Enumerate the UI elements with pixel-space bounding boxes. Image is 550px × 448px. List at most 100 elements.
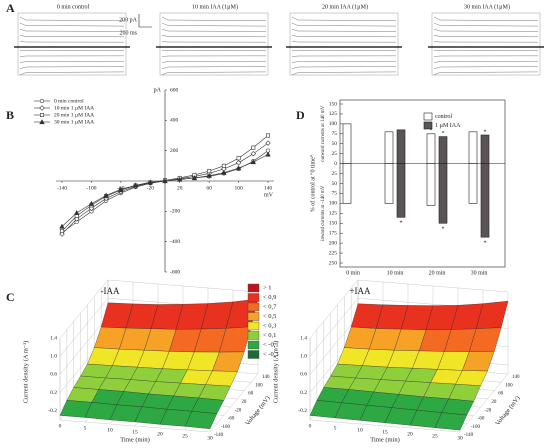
- y-axis-label: Voltage (mV): [244, 395, 271, 427]
- marker: [191, 175, 198, 181]
- marker: [162, 178, 168, 184]
- x-tick-label: 15: [132, 429, 138, 435]
- y-tick-label: -140: [464, 433, 474, 438]
- z-tick-label: 1.4: [50, 335, 57, 341]
- marker: [251, 145, 256, 150]
- legend-label: < 0,3: [263, 322, 276, 329]
- bar: [480, 163, 490, 238]
- legend-label: < 0,7: [263, 303, 277, 310]
- y-tick-label: 400: [170, 118, 179, 124]
- trace: [433, 71, 539, 76]
- trace: [433, 55, 539, 57]
- x-tick-label: 15: [382, 429, 388, 435]
- trace: [19, 16, 125, 21]
- trace: [19, 71, 125, 76]
- y-tick-label: -60: [478, 417, 485, 422]
- marker: [88, 200, 95, 206]
- y-tick-label: -140: [214, 433, 224, 438]
- trace-box: [159, 12, 269, 76]
- trace: [433, 35, 539, 38]
- grid-line: [59, 419, 211, 433]
- grid-line: [459, 373, 509, 433]
- trace: [433, 41, 539, 43]
- x-tick-label: 10: [357, 427, 363, 433]
- y-tick-label: 20: [491, 400, 497, 405]
- trace: [291, 55, 397, 57]
- marker: [39, 105, 45, 111]
- y-axis-label: Voltage (mV): [494, 395, 521, 427]
- y-tick-label: 175: [329, 230, 338, 236]
- y-axis-sublabel: inward currents at -140 mV: [321, 185, 326, 241]
- trace: [291, 22, 397, 27]
- trace-box: [289, 12, 399, 76]
- x-tick-label: 10 min: [387, 270, 404, 276]
- panel-label: A: [6, 1, 15, 15]
- x-tick-label: 30 min: [471, 270, 488, 276]
- marker: [221, 163, 226, 168]
- significance-mark: *: [400, 221, 403, 227]
- z-tick-label: 0.6: [300, 372, 307, 378]
- y-tick-label: 100: [255, 383, 263, 388]
- trace: [19, 55, 125, 57]
- marker: [207, 169, 212, 174]
- marker: [265, 151, 271, 157]
- y-tick-label: -100: [221, 425, 231, 430]
- x-tick-label: 25: [432, 433, 438, 439]
- y-tick-label: 75: [332, 191, 338, 197]
- trace: [161, 41, 267, 43]
- grid-line: [209, 373, 259, 433]
- significance-mark: *: [442, 227, 445, 233]
- scale-bar: [138, 14, 152, 28]
- significance-mark: *: [430, 128, 433, 134]
- y-tick-label: 150: [329, 221, 338, 227]
- legend-label: > 1: [263, 284, 272, 291]
- legend-label: < 0,9: [263, 294, 276, 301]
- trace: [19, 22, 125, 27]
- legend-swatch: [423, 121, 433, 130]
- scale-label: 200 ms: [119, 30, 137, 36]
- trace: [161, 71, 267, 76]
- trace: [19, 66, 125, 70]
- bar: [480, 134, 490, 164]
- surface-cell: [184, 411, 218, 429]
- y-tick-label: 140: [512, 375, 520, 380]
- plot-frame: [339, 99, 506, 268]
- bar: [438, 136, 448, 164]
- surface-cell: [434, 412, 468, 431]
- z-tick-label: 0.2: [50, 390, 57, 396]
- marker: [59, 231, 65, 237]
- y-tick-label: 0: [334, 161, 337, 167]
- legend-label: 30 min 1 µM IAA: [54, 119, 94, 125]
- bar: [468, 163, 478, 204]
- bar: [342, 123, 352, 164]
- trace-title: 20 min IAA (1µM): [322, 3, 368, 10]
- marker: [74, 210, 80, 215]
- trace: [291, 66, 397, 70]
- x-tick-label: 0 min: [346, 270, 360, 276]
- x-tick-label: 100: [234, 185, 243, 191]
- y-axis-sublabel: outward currents at 140 mV: [321, 105, 326, 161]
- x-tick-label: -100: [86, 185, 96, 191]
- trace: [161, 28, 267, 32]
- y-tick-label: 25: [332, 171, 338, 177]
- y-tick-label: 140: [262, 375, 270, 380]
- z-tick-label: 0.6: [50, 372, 57, 378]
- significance-mark: *: [484, 241, 487, 247]
- y-tick-label: 20: [241, 400, 247, 405]
- x-tick-label: 20: [157, 431, 163, 437]
- y-tick-label: 600: [170, 87, 179, 93]
- y-tick-label: 75: [332, 131, 338, 137]
- significance-mark: *: [484, 129, 487, 135]
- x-tick-label: 0: [59, 423, 62, 429]
- trace-title: 10 min IAA (1µM): [192, 3, 238, 10]
- marker: [250, 159, 256, 165]
- y-tick-label: 225: [329, 250, 338, 256]
- marker: [235, 160, 242, 166]
- x-tick-label: 30: [207, 435, 213, 441]
- trace: [291, 28, 397, 32]
- trace: [291, 35, 397, 38]
- legend-swatch: [423, 112, 433, 121]
- legend-swatch: [247, 302, 260, 312]
- trace: [291, 16, 397, 21]
- y-tick-label: 250: [329, 260, 338, 266]
